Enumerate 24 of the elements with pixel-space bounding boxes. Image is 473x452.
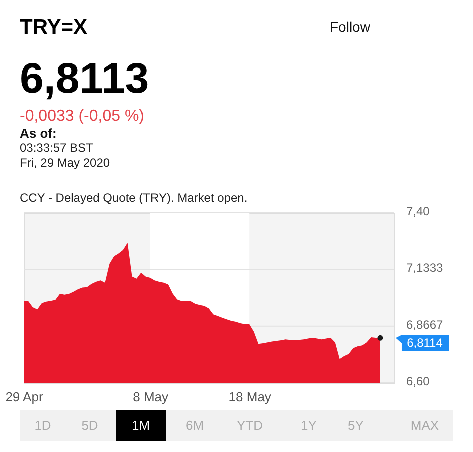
chart-title: TRY=X bbox=[20, 16, 88, 39]
y-tick-label: 7,40 bbox=[406, 204, 430, 218]
y-tick-label: 6,60 bbox=[406, 374, 430, 388]
text: 6M bbox=[186, 418, 204, 433]
text: Fri, 29 May 2020 bbox=[20, 156, 110, 170]
text: Follow bbox=[330, 19, 372, 35]
y-tick-label: 7,1333 bbox=[406, 261, 444, 276]
y-tick-label: 6,8667 bbox=[406, 318, 444, 332]
x-tick-label: 29 Apr bbox=[6, 390, 44, 404]
text: 5Y bbox=[348, 418, 364, 433]
text: 6,8113 bbox=[20, 55, 150, 103]
text: YTD bbox=[237, 418, 263, 433]
text: 5D bbox=[82, 418, 98, 433]
text: 1D bbox=[34, 418, 52, 433]
text: 6,8114 bbox=[407, 336, 444, 350]
text: MAX bbox=[410, 418, 440, 433]
x-tick-label: 18 May bbox=[228, 390, 272, 404]
text: CCY - Delayed Quote (TRY). Market open. bbox=[20, 191, 248, 205]
text: 1Y bbox=[301, 418, 318, 433]
text: -0,0033 (-0,05 %) bbox=[20, 108, 145, 125]
text: 03:33:57 BST bbox=[20, 141, 94, 155]
x-tick-label: 8 May bbox=[133, 390, 170, 404]
text: As of: bbox=[20, 126, 57, 141]
text: 1M bbox=[132, 418, 150, 433]
